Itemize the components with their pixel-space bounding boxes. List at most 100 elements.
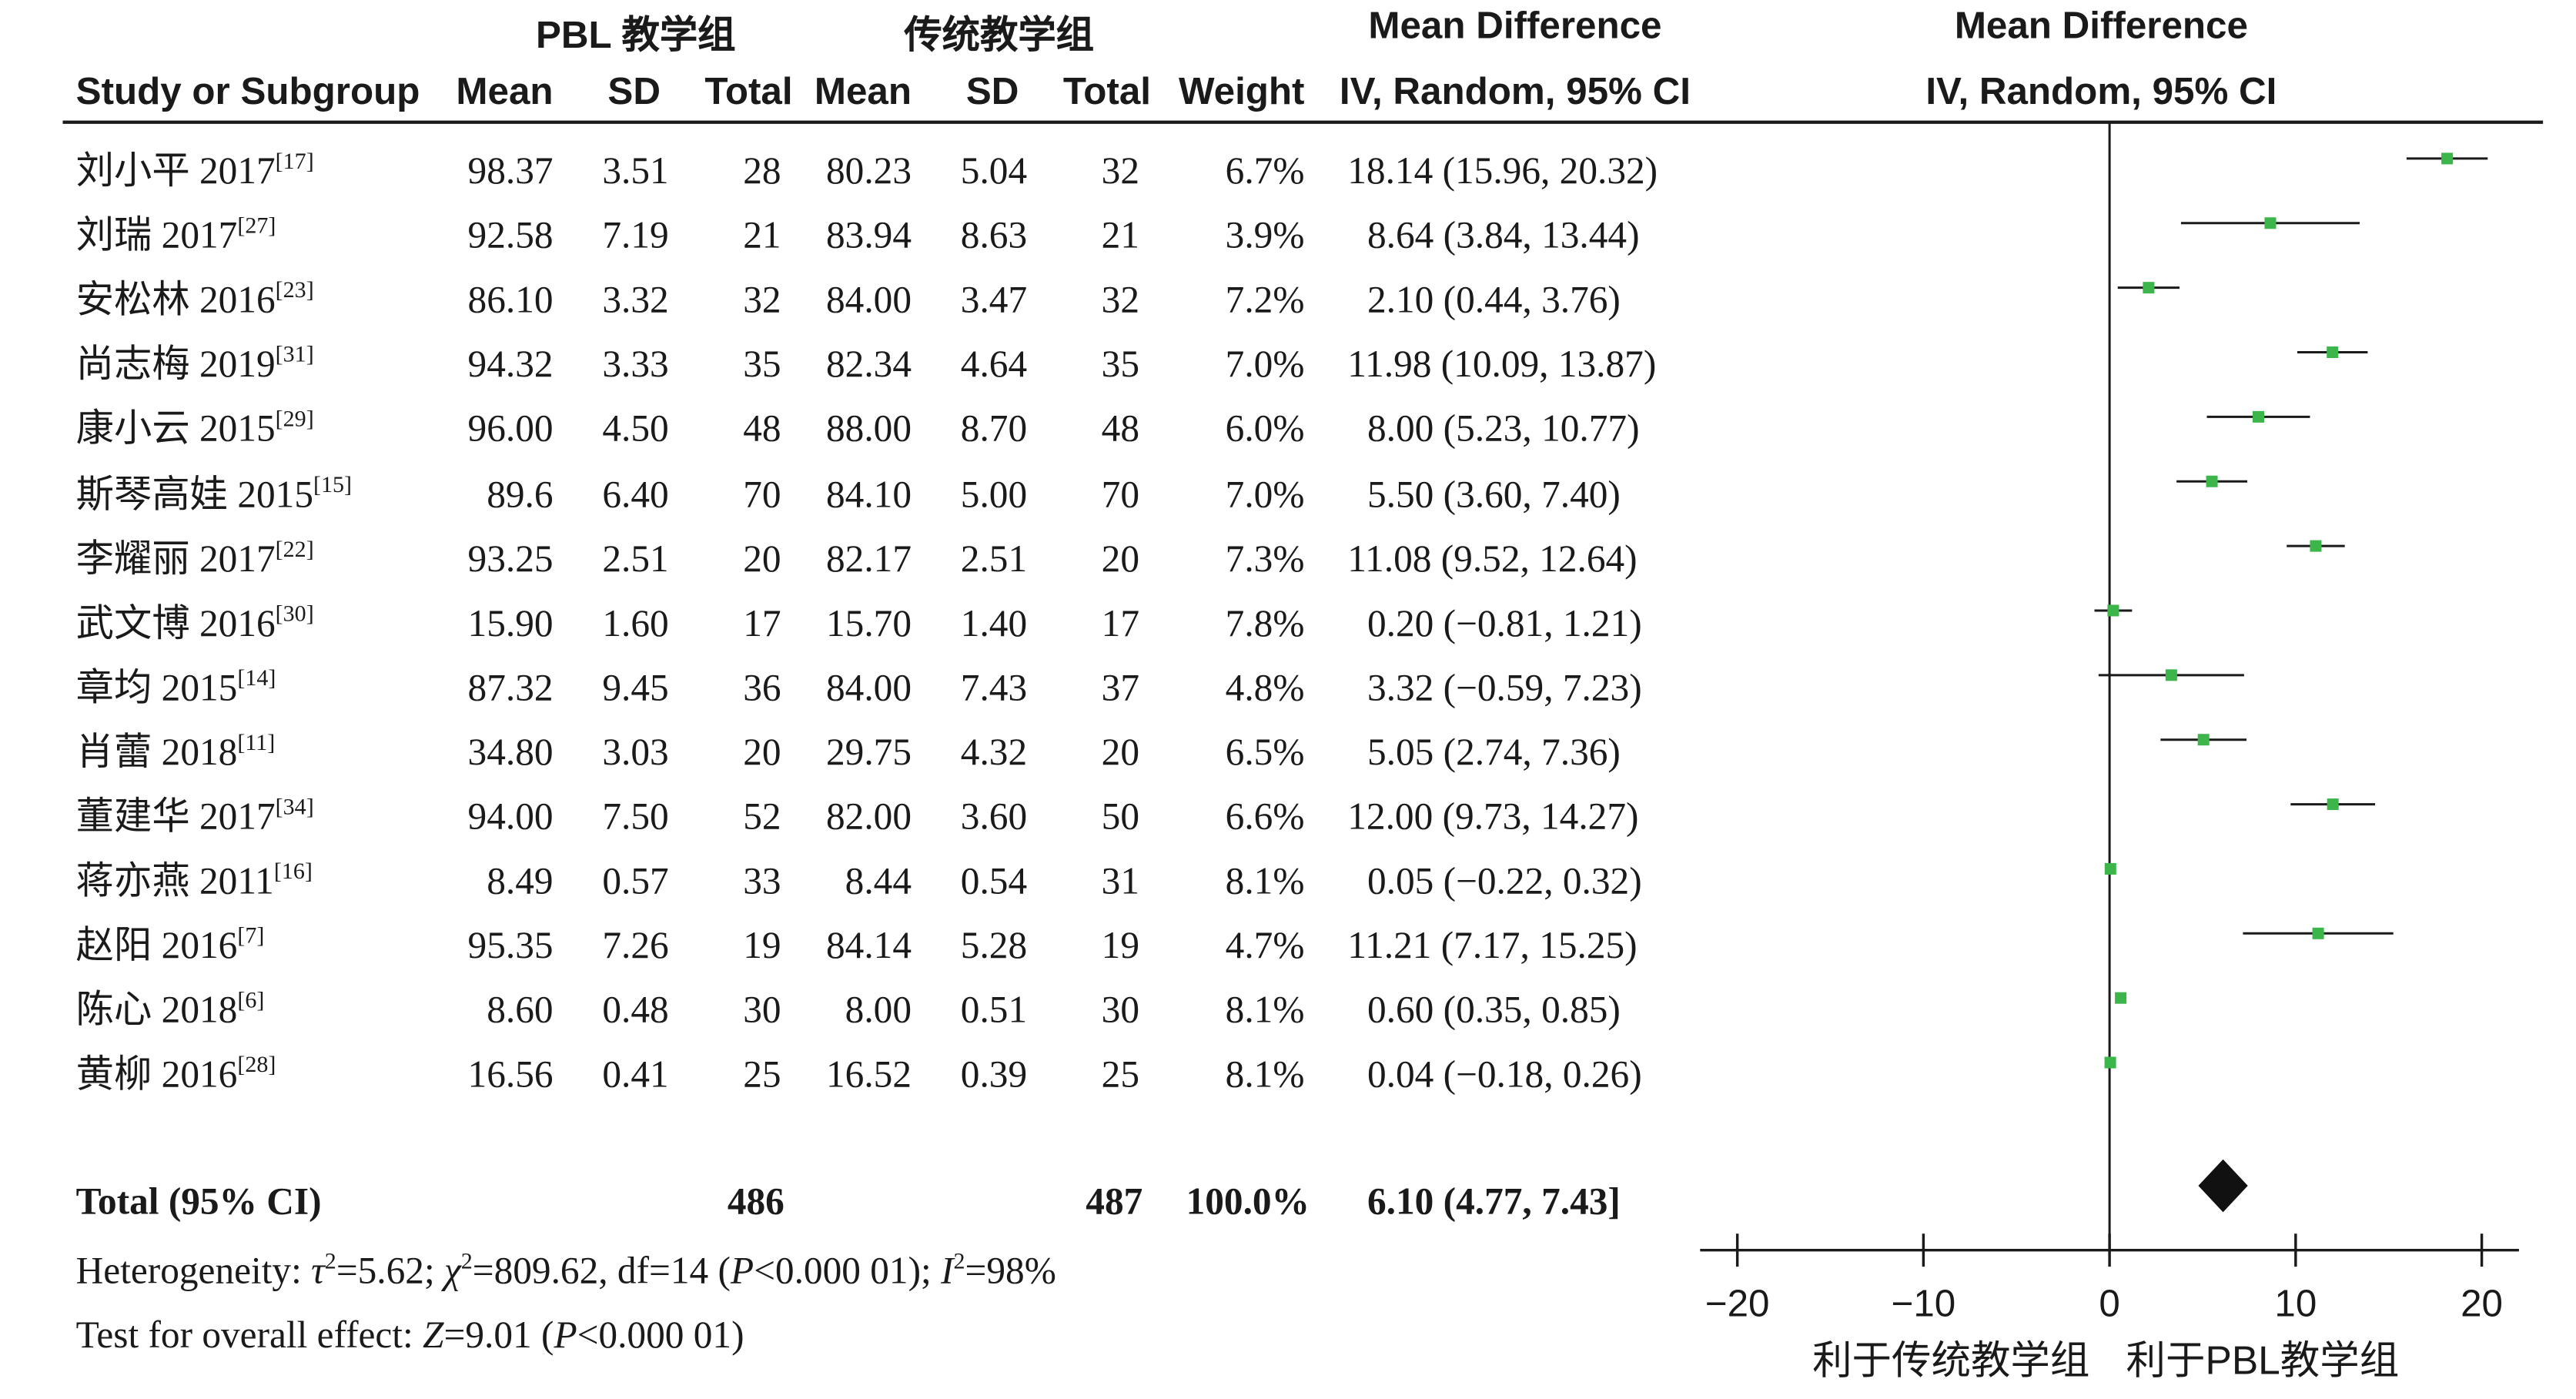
mean1-cell: 89.6 — [487, 473, 554, 515]
total1-cell: 20 — [743, 731, 781, 773]
x-tick-label: −20 — [1705, 1282, 1770, 1324]
mean2-cell: 29.75 — [825, 731, 912, 773]
mean1-cell: 86.10 — [467, 279, 554, 321]
md-ci-cell: 0.04 (−0.18, 0.26) — [1367, 1054, 1642, 1096]
md-column-header: Mean Difference — [1368, 3, 1662, 47]
weight-cell: 6.5% — [1225, 731, 1305, 773]
mean2-cell: 82.17 — [825, 537, 912, 579]
study-name: 康小云 2015[29] — [75, 408, 314, 450]
sd1-cell: 3.51 — [602, 150, 669, 192]
study-marker — [2197, 734, 2210, 746]
mean1-cell: 96.00 — [467, 408, 554, 450]
favors-pbl-label: 利于PBL教学组 — [2126, 1338, 2400, 1383]
total2-cell: 30 — [1101, 989, 1139, 1032]
mean1-cell: 94.32 — [467, 343, 554, 386]
md-ci-cell: 11.08 (9.52, 12.64) — [1347, 537, 1638, 579]
heterogeneity-line: Heterogeneity: τ2=5.62; χ2=809.62, df=14… — [75, 1250, 1056, 1292]
study-name: 尚志梅 2019[31] — [75, 343, 314, 386]
mean1-cell: 8.49 — [487, 860, 554, 902]
total2-cell: 31 — [1101, 860, 1139, 902]
weight-cell: 8.1% — [1225, 989, 1305, 1032]
mean2-cell: 15.70 — [825, 602, 912, 644]
mean2-cell: 84.14 — [825, 925, 912, 967]
weight-cell: 7.0% — [1225, 473, 1305, 515]
total1-cell: 33 — [743, 860, 781, 902]
total1-cell: 20 — [743, 537, 781, 579]
weight-cell: 3.9% — [1225, 215, 1305, 256]
mean2-cell: 84.00 — [825, 279, 912, 321]
md-ci-cell: 0.05 (−0.22, 0.32) — [1367, 860, 1642, 902]
md-ci-cell: 8.00 (5.23, 10.77) — [1367, 408, 1640, 450]
study-marker — [2264, 217, 2277, 229]
sd2-cell: 0.54 — [960, 860, 1028, 902]
study-name: 章均 2015[14] — [75, 667, 276, 708]
total2-cell: 35 — [1101, 343, 1139, 386]
study-name: 李耀丽 2017[22] — [75, 537, 314, 579]
plot-column-subheader: IV, Random, 95% CI — [1925, 69, 2277, 112]
md-ci-cell: 12.00 (9.73, 14.27) — [1347, 795, 1639, 838]
weight-header: Weight — [1178, 69, 1305, 112]
sd2-cell: 4.64 — [960, 343, 1028, 386]
x-tick-label: 0 — [2099, 1282, 2119, 1324]
study-name: 武文博 2016[30] — [75, 602, 314, 644]
total1-cell: 21 — [743, 215, 781, 256]
mean1-cell: 98.37 — [467, 150, 554, 192]
sd2-cell: 5.04 — [960, 150, 1028, 192]
total-n2: 487 — [1086, 1180, 1143, 1223]
sd1-cell: 0.48 — [602, 989, 669, 1032]
study-marker — [2115, 992, 2127, 1004]
md-column-subheader: IV, Random, 95% CI — [1339, 69, 1691, 112]
total2-cell: 32 — [1101, 279, 1139, 321]
mean2-header: Mean — [814, 69, 912, 112]
total2-cell: 48 — [1101, 408, 1139, 450]
study-name: 赵阳 2016[7] — [75, 925, 265, 967]
sd2-cell: 8.63 — [960, 215, 1028, 256]
study-name: 黄柳 2016[28] — [75, 1054, 276, 1096]
total1-cell: 19 — [743, 925, 781, 967]
study-marker — [2312, 927, 2324, 939]
mean1-cell: 87.32 — [467, 667, 554, 708]
total1-cell: 32 — [743, 279, 781, 321]
study-name: 安松林 2016[23] — [75, 279, 314, 321]
study-marker — [2143, 282, 2155, 294]
mean2-cell: 84.10 — [825, 473, 912, 515]
weight-cell: 4.8% — [1225, 667, 1305, 708]
weight-cell: 8.1% — [1225, 1054, 1305, 1096]
study-marker — [2310, 540, 2322, 552]
total2-header: Total — [1062, 69, 1151, 112]
total2-cell: 21 — [1101, 215, 1139, 256]
sd1-cell: 3.32 — [602, 279, 669, 321]
sd2-cell: 3.60 — [960, 795, 1028, 838]
sd2-cell: 7.43 — [960, 667, 1028, 708]
mean1-cell: 16.56 — [467, 1054, 554, 1096]
total-ci: 6.10 (4.77, 7.43] — [1367, 1180, 1621, 1223]
total1-cell: 28 — [743, 150, 781, 192]
sd1-cell: 7.19 — [602, 215, 669, 256]
study-marker — [2104, 1056, 2116, 1069]
favors-control-label: 利于传统教学组 — [1812, 1338, 2089, 1383]
x-tick-label: −10 — [1892, 1282, 1956, 1324]
study-name: 蒋亦燕 2011[16] — [75, 860, 313, 902]
total2-cell: 37 — [1101, 667, 1139, 708]
mean1-cell: 92.58 — [467, 215, 554, 256]
sd1-cell: 0.41 — [602, 1054, 669, 1096]
sd2-cell: 3.47 — [960, 279, 1028, 321]
overall-effect-line: Test for overall effect: Z=9.01 (P<0.000… — [75, 1314, 744, 1356]
mean1-cell: 95.35 — [467, 925, 554, 967]
weight-cell: 7.0% — [1225, 343, 1305, 386]
md-ci-cell: 0.20 (−0.81, 1.21) — [1367, 602, 1642, 644]
mean1-cell: 34.80 — [467, 731, 554, 773]
sd2-cell: 0.39 — [960, 1054, 1028, 1096]
x-tick-label: 10 — [2274, 1282, 2317, 1324]
total1-cell: 30 — [743, 989, 781, 1032]
total2-cell: 70 — [1101, 473, 1139, 515]
study-name: 肖蕾 2018[11] — [75, 731, 276, 773]
md-ci-cell: 18.14 (15.96, 20.32) — [1347, 150, 1658, 192]
study-marker — [2104, 862, 2116, 875]
study-name: 刘瑞 2017[27] — [75, 215, 276, 256]
md-ci-cell: 11.98 (10.09, 13.87) — [1347, 343, 1657, 386]
mean1-cell: 8.60 — [487, 989, 554, 1032]
weight-cell: 6.6% — [1225, 795, 1305, 838]
study-name: 陈心 2018[6] — [75, 989, 265, 1032]
sd2-cell: 4.32 — [960, 731, 1028, 773]
